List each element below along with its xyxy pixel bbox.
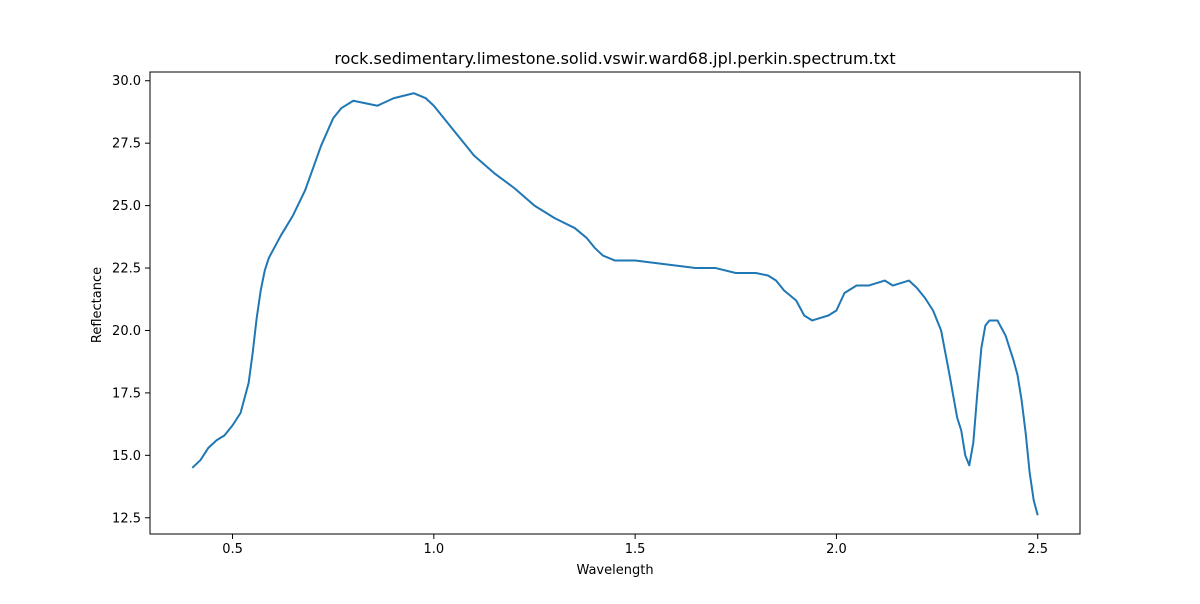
x-tick-label: 0.5 <box>222 542 243 557</box>
x-tick-label: 1.0 <box>423 542 444 557</box>
chart-title: rock.sedimentary.limestone.solid.vswir.w… <box>334 49 895 68</box>
y-tick-label: 30.0 <box>112 74 141 89</box>
series-line-0 <box>191 92 1039 516</box>
x-axis: 0.5 1.0 1.5 2.0 2.5 <box>222 534 1048 557</box>
y-axis: 12.5 15.0 17.5 20.0 22.5 25.0 27.5 30.0 <box>112 74 150 526</box>
x-tick-label: 1.5 <box>625 542 646 557</box>
plot-frame <box>149 71 1081 535</box>
y-tick-label: 17.5 <box>112 386 141 401</box>
y-tick-label: 22.5 <box>112 262 141 277</box>
plot-area <box>149 71 1081 535</box>
x-tick-label: 2.0 <box>826 542 847 557</box>
y-tick-label: 27.5 <box>112 137 141 152</box>
y-tick-label: 12.5 <box>112 511 141 526</box>
x-tick-label: 2.5 <box>1027 542 1048 557</box>
y-tick-label: 25.0 <box>112 199 141 214</box>
y-axis-label: Reflectance <box>90 267 105 343</box>
x-axis-label: Wavelength <box>576 563 653 578</box>
y-tick-label: 20.0 <box>112 324 141 339</box>
y-tick-label: 15.0 <box>112 449 141 464</box>
